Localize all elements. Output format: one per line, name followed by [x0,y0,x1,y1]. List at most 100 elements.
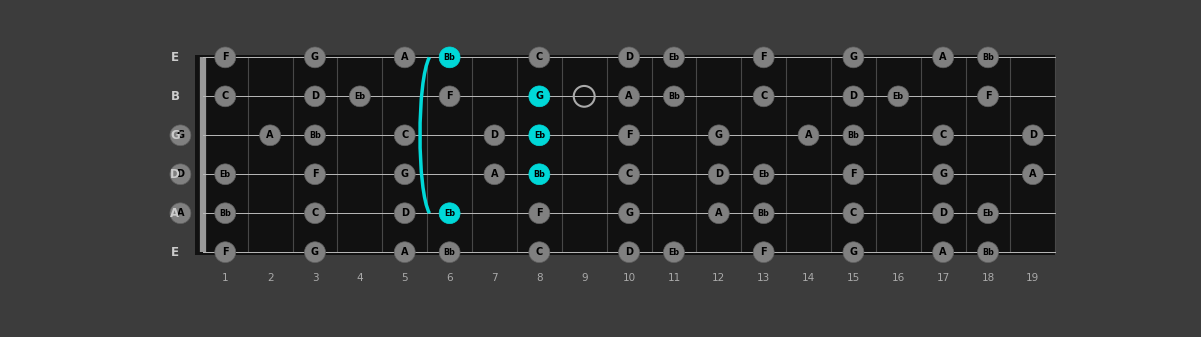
Text: 1: 1 [222,273,228,283]
Text: C: C [311,208,318,218]
Ellipse shape [528,242,550,263]
Ellipse shape [933,242,954,263]
Ellipse shape [663,86,685,107]
Ellipse shape [753,164,775,185]
Ellipse shape [394,125,416,146]
Text: A: A [939,52,946,62]
Ellipse shape [933,203,954,224]
Text: Bb: Bb [982,248,994,257]
Ellipse shape [305,203,325,224]
Text: D: D [849,91,858,101]
Ellipse shape [933,125,954,146]
Text: 12: 12 [712,273,725,283]
Text: F: F [626,130,633,140]
Text: D: D [625,52,633,62]
Text: A: A [715,208,723,218]
Text: 13: 13 [757,273,770,283]
Text: G: G [401,169,408,179]
Text: Eb: Eb [982,209,993,218]
Ellipse shape [528,47,550,68]
Ellipse shape [843,47,864,68]
Text: Bb: Bb [443,53,455,62]
Ellipse shape [394,164,416,185]
Text: G: G [939,169,948,179]
Text: Eb: Eb [444,209,455,218]
Text: D: D [939,208,948,218]
Ellipse shape [394,47,416,68]
Ellipse shape [215,47,235,68]
Ellipse shape [440,242,460,263]
Ellipse shape [619,203,640,224]
Text: G: G [177,130,185,140]
Text: A: A [939,247,946,257]
Text: 4: 4 [357,273,363,283]
Text: A: A [626,91,633,101]
Text: Bb: Bb [220,209,232,218]
Ellipse shape [709,164,729,185]
Text: Eb: Eb [220,170,231,179]
Text: E: E [171,51,179,64]
Ellipse shape [349,86,370,107]
Ellipse shape [709,125,729,146]
Text: F: F [760,52,767,62]
Text: A: A [401,52,408,62]
Text: G: G [536,91,543,101]
Text: 7: 7 [491,273,497,283]
Text: G: G [849,247,858,257]
Ellipse shape [888,86,909,107]
Text: D: D [490,130,498,140]
Ellipse shape [843,164,864,185]
Ellipse shape [843,125,864,146]
Ellipse shape [215,242,235,263]
Ellipse shape [528,203,550,224]
Text: 6: 6 [447,273,453,283]
Text: F: F [222,52,228,62]
Ellipse shape [528,125,550,146]
Text: A: A [267,130,274,140]
Ellipse shape [305,125,325,146]
Text: 5: 5 [401,273,408,283]
Text: 8: 8 [536,273,543,283]
Text: 15: 15 [847,273,860,283]
Ellipse shape [933,164,954,185]
Ellipse shape [843,242,864,263]
Ellipse shape [619,86,640,107]
Text: E: E [171,246,179,259]
Ellipse shape [305,164,325,185]
Text: Eb: Eb [533,131,545,140]
Text: F: F [312,169,318,179]
Text: C: C [222,91,229,101]
Ellipse shape [933,47,954,68]
Text: 2: 2 [267,273,274,283]
Text: Eb: Eb [758,170,770,179]
Ellipse shape [753,86,775,107]
Text: A: A [171,207,179,220]
Ellipse shape [619,47,640,68]
Ellipse shape [709,203,729,224]
Text: 11: 11 [668,273,681,283]
Text: C: C [626,169,633,179]
Text: Bb: Bb [848,131,860,140]
Ellipse shape [484,125,504,146]
Text: 10: 10 [622,273,635,283]
Ellipse shape [215,203,235,224]
Ellipse shape [484,164,504,185]
Text: Bb: Bb [533,170,545,179]
Ellipse shape [619,164,640,185]
Text: F: F [447,91,453,101]
Ellipse shape [753,47,775,68]
Text: Bb: Bb [309,131,321,140]
FancyBboxPatch shape [195,55,1056,255]
Text: Eb: Eb [892,92,904,101]
Ellipse shape [528,164,550,185]
Ellipse shape [259,125,281,146]
Ellipse shape [169,203,191,224]
Ellipse shape [215,164,235,185]
Ellipse shape [1022,164,1044,185]
Text: G: G [625,208,633,218]
Text: F: F [850,169,856,179]
Text: A: A [177,208,184,218]
Ellipse shape [663,242,685,263]
Text: D: D [1029,130,1036,140]
Text: F: F [760,247,767,257]
